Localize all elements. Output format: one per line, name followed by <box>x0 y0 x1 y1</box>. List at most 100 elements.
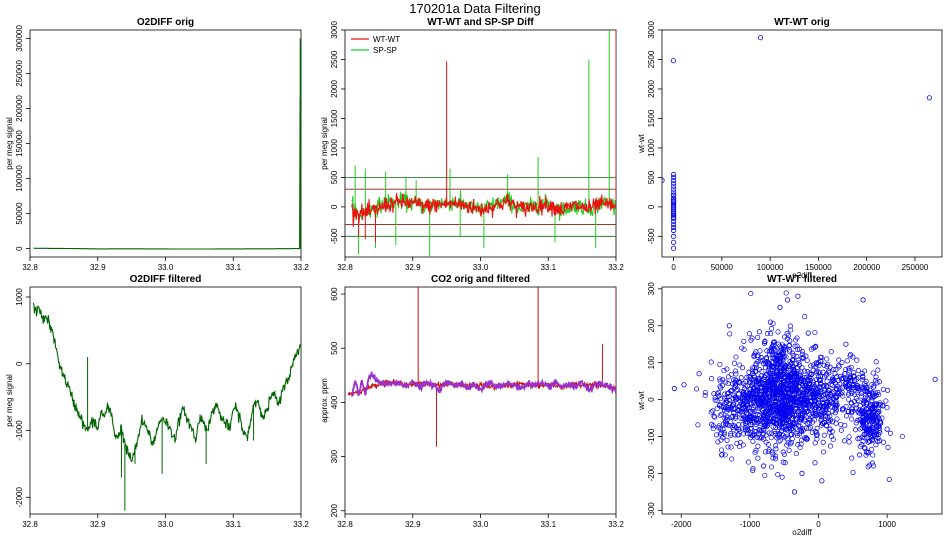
scatter-point <box>875 389 881 395</box>
scatter-point <box>834 416 840 422</box>
scatter-point <box>670 245 677 251</box>
scatter-point <box>817 380 824 386</box>
scatter-point <box>872 378 878 384</box>
y-tick-label: 3000 <box>647 21 656 39</box>
y-tick-label: 2000 <box>647 80 656 98</box>
scatter-point <box>716 403 723 409</box>
x-axis-label: o2diff <box>792 271 812 280</box>
scatter-point <box>794 403 800 409</box>
scatter-point <box>745 459 752 465</box>
scatter-point <box>812 460 818 466</box>
scatter-point <box>749 432 755 439</box>
scatter-point <box>805 330 811 336</box>
panel-co2-orig-filtered: CO2 orig and filtered 32.8 32.9 33.0 33.1 33.… <box>320 274 624 529</box>
scatter-point <box>681 382 687 388</box>
scatter-point <box>798 378 804 384</box>
scatter-point <box>771 412 777 418</box>
scatter-point <box>795 442 801 448</box>
scatter-point <box>708 359 714 365</box>
panel-o2diff-orig: O2DIFF orig 32.8 32.9 33.0 33.1 33.2 0 50000 100… <box>5 17 309 272</box>
scatter-point <box>670 189 677 195</box>
scatter-point <box>846 390 852 396</box>
scatter-point <box>805 387 811 393</box>
scatter-point <box>768 331 774 337</box>
scatter-point <box>740 422 746 428</box>
x-tick-label: 100000 <box>757 263 784 272</box>
scatter-point <box>835 362 842 369</box>
scatter-point <box>747 391 753 397</box>
scatter-point <box>880 403 886 409</box>
scatter-point <box>770 424 776 430</box>
scatter-point <box>782 334 788 340</box>
scatter-point <box>670 174 677 180</box>
panel-title: O2DIFF orig <box>137 17 194 28</box>
y-axis-label: per meg signal <box>5 374 14 427</box>
scatter-point <box>873 406 879 412</box>
scatter-point <box>739 388 745 395</box>
scatter-point <box>873 424 879 430</box>
scatter-point <box>802 314 808 320</box>
scatter-point <box>843 383 849 389</box>
series-line <box>351 193 616 227</box>
scatter-point <box>713 432 719 438</box>
scatter-point <box>849 416 855 422</box>
scatter-point <box>741 338 747 344</box>
scatter-point <box>725 374 732 380</box>
scatter-point <box>848 378 854 384</box>
scatter-point <box>810 345 817 351</box>
scatter-point <box>724 437 730 443</box>
scatter-point <box>773 420 779 426</box>
scatter-point <box>718 430 724 436</box>
scatter-point <box>836 391 842 397</box>
scatter-point <box>816 376 822 382</box>
scatter-point <box>736 379 742 385</box>
scatter-point <box>798 377 804 383</box>
scatter-point <box>718 447 725 453</box>
scatter-point <box>880 439 886 445</box>
scatter-point <box>824 378 830 384</box>
plot-area <box>345 30 616 257</box>
scatter-point <box>810 385 816 391</box>
scatter-point <box>743 410 749 416</box>
scatter-point <box>702 393 708 399</box>
scatter-point <box>736 407 742 413</box>
scatter-point <box>783 426 789 432</box>
scatter-point <box>830 436 836 443</box>
scatter-point <box>926 95 933 101</box>
scatter-point <box>856 417 862 423</box>
scatter-point <box>785 398 792 404</box>
scatter-point <box>786 447 792 453</box>
scatter-point <box>801 368 808 374</box>
scatter-point <box>870 425 876 431</box>
scatter-point <box>752 403 758 409</box>
scatter-point <box>770 416 777 422</box>
x-tick-label: 150000 <box>805 263 832 272</box>
scatter-point <box>753 394 759 400</box>
plot-area <box>347 287 616 447</box>
scatter-point <box>782 345 788 351</box>
scatter-point <box>724 366 730 372</box>
scatter-point <box>820 449 827 455</box>
scatter-point <box>820 439 826 445</box>
scatter-point <box>779 474 785 480</box>
scatter-point <box>810 379 817 385</box>
scatter-point <box>806 426 812 432</box>
x-tick-label: 250000 <box>902 263 929 272</box>
scatter-point <box>865 449 872 455</box>
scatter-point <box>670 192 677 198</box>
scatter-point <box>813 432 820 439</box>
scatter-point <box>794 343 800 349</box>
scatter-point <box>864 384 870 391</box>
y-tick-label: 300 <box>647 282 656 296</box>
legend-label: WT-WT <box>373 35 400 44</box>
scatter-point <box>829 390 835 396</box>
scatter-point <box>880 386 886 392</box>
scatter-point <box>774 435 780 441</box>
scatter-point <box>873 374 879 380</box>
scatter-point <box>814 368 820 375</box>
scatter-point <box>932 376 938 382</box>
x-tick-label: 32.9 <box>90 520 106 529</box>
y-tick-label: 1500 <box>330 109 339 127</box>
scatter-point <box>781 368 787 374</box>
scatter-point <box>782 363 788 369</box>
